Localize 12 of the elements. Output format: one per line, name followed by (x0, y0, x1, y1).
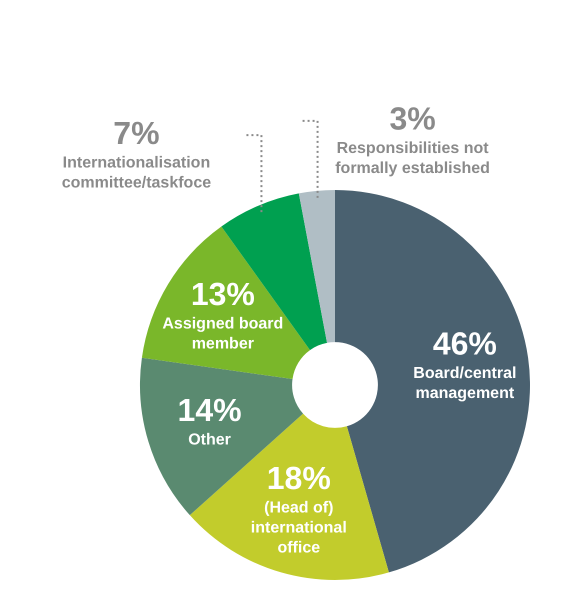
data-label: 18% (266, 460, 331, 496)
slice-label: Board/central management (413, 365, 516, 402)
slice-label: Responsibilities not formally established (335, 140, 490, 178)
slice-label: Internationalisation committee/taskfoce (62, 154, 212, 192)
data-label: 3% (389, 100, 436, 137)
slice-label: Assigned board member (162, 316, 284, 353)
data-label: 14% (178, 392, 242, 428)
data-label: 13% (190, 276, 255, 312)
data-label: 46% (432, 326, 497, 362)
data-label: 7% (113, 114, 160, 151)
slice-label: Other (188, 432, 231, 449)
slice-label: (Head of) international office (250, 499, 347, 556)
